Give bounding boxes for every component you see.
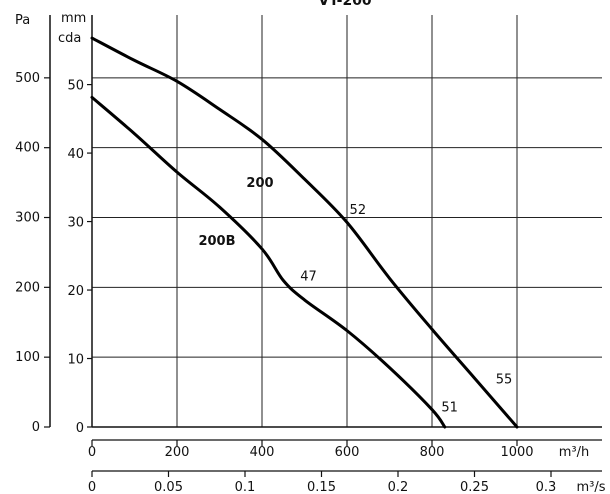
series-label-200B: 200B bbox=[198, 234, 235, 249]
pa-tick-label: 500 bbox=[15, 71, 40, 86]
pa-tick-label: 200 bbox=[15, 280, 40, 295]
y-axis-label-pa: Pa bbox=[15, 13, 30, 28]
series-label-200: 200 bbox=[246, 176, 273, 191]
m3h-tick-label: 400 bbox=[250, 445, 275, 460]
mm-tick-label: 40 bbox=[67, 147, 84, 162]
grid bbox=[92, 15, 602, 427]
m3s-tick-label: 0.15 bbox=[307, 480, 336, 494]
m3s-tick-label: 0 bbox=[88, 480, 96, 494]
pa-tick-label: 300 bbox=[15, 211, 40, 226]
y2-axis-label-cda: cda bbox=[58, 31, 81, 46]
annotation-label: 55 bbox=[496, 373, 513, 388]
annotations: 52 47 55 51 bbox=[300, 203, 512, 416]
series-group: 200 200B bbox=[90, 36, 519, 429]
m3s-tick-label: 0.25 bbox=[460, 480, 489, 494]
series-line-200B bbox=[90, 95, 447, 429]
m3s-tick-label: 0.2 bbox=[388, 480, 409, 494]
y2-axis-label-mm: mm bbox=[61, 11, 86, 26]
m3h-tick-label: 0 bbox=[88, 445, 96, 460]
axes bbox=[49, 15, 602, 472]
pa-tick-label: 100 bbox=[15, 350, 40, 365]
series-line-200 bbox=[90, 36, 519, 429]
mm-tick-label: 20 bbox=[67, 284, 84, 299]
mm-tick-label: 10 bbox=[67, 353, 84, 368]
m3h-tick-label: 600 bbox=[335, 445, 360, 460]
annotation-label: 51 bbox=[441, 401, 458, 416]
m3h-tick-label: 1000 bbox=[500, 445, 533, 460]
mm-tick-label: 0 bbox=[76, 421, 84, 436]
x2-axis-label-m3s: m³/s bbox=[576, 480, 605, 494]
m3h-tick-label: 200 bbox=[165, 445, 190, 460]
annotation-label: 52 bbox=[350, 203, 367, 218]
pa-tick-label: 0 bbox=[32, 420, 40, 435]
m3s-tick-label: 0.05 bbox=[154, 480, 183, 494]
mm-tick-label: 50 bbox=[67, 79, 84, 94]
chart-title: VT-200 bbox=[318, 0, 372, 9]
mm-tick-label: 30 bbox=[67, 216, 84, 231]
m3h-tick-label: 800 bbox=[420, 445, 445, 460]
x-axis-label-m3h: m³/h bbox=[559, 445, 590, 460]
annotation-label: 47 bbox=[300, 269, 317, 284]
pa-tick-label: 400 bbox=[15, 141, 40, 156]
m3s-tick-label: 0.1 bbox=[235, 480, 256, 494]
m3s-tick-label: 0.3 bbox=[536, 480, 557, 494]
